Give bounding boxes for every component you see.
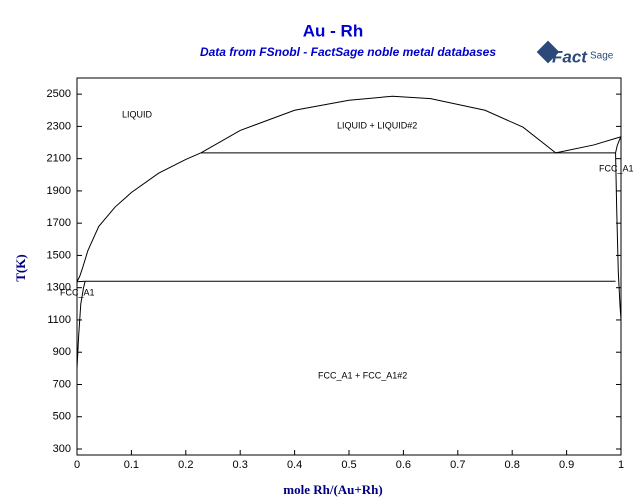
- phase-boundary: [200, 95, 557, 154]
- y-tick-label: 1300: [47, 282, 71, 294]
- y-tick-label: 500: [53, 411, 71, 423]
- logo-main: Fact: [552, 47, 588, 66]
- x-tick-label: 0.5: [341, 459, 356, 471]
- x-tick-label: 0.3: [233, 459, 248, 471]
- annotation: FCC_A1 + FCC_A1#2: [318, 370, 407, 380]
- x-tick-label: 0.1: [124, 459, 139, 471]
- x-tick-label: 0.7: [450, 459, 465, 471]
- y-tick-label: 700: [53, 378, 71, 390]
- annotation: LIQUID + LIQUID#2: [337, 120, 417, 130]
- phase-boundary: [615, 152, 622, 320]
- x-axis-label: mole Rh/(Au+Rh): [283, 482, 383, 497]
- y-tick-label: 1100: [47, 314, 71, 326]
- plot-frame: [76, 77, 622, 456]
- annotation: LIQUID: [122, 109, 153, 119]
- phase-boundary: [555, 136, 622, 154]
- x-tick-label: 0.6: [396, 459, 411, 471]
- y-tick-label: 1500: [47, 249, 71, 261]
- logo-sub: Sage: [590, 51, 614, 62]
- logo: Fact Sage: [536, 40, 614, 66]
- annotation: FCC_A1: [60, 287, 95, 297]
- x-tick-label: 0.8: [505, 459, 520, 471]
- y-tick-label: 300: [53, 443, 71, 455]
- phase-boundary: [76, 281, 86, 369]
- y-tick-label: 900: [53, 346, 71, 358]
- phase-boundary: [615, 136, 622, 153]
- chart-subtitle: Data from FSnobl - FactSage noble metal …: [200, 45, 496, 59]
- x-tick-label: 0.4: [287, 459, 302, 471]
- y-tick-label: 1700: [47, 217, 71, 229]
- y-tick-label: 2300: [47, 120, 71, 132]
- y-tick-label: 1900: [47, 185, 71, 197]
- x-tick-label: 0.9: [559, 459, 574, 471]
- x-tick-label: 0: [74, 459, 80, 471]
- y-axis-label: T(K): [13, 254, 28, 281]
- chart-title: Au - Rh: [303, 21, 363, 40]
- x-tick-label: 0.2: [178, 459, 193, 471]
- y-tick-label: 2100: [47, 153, 71, 165]
- x-tick-label: 1: [618, 459, 624, 471]
- phase-boundary: [76, 152, 202, 282]
- y-tick-label: 2500: [47, 88, 71, 100]
